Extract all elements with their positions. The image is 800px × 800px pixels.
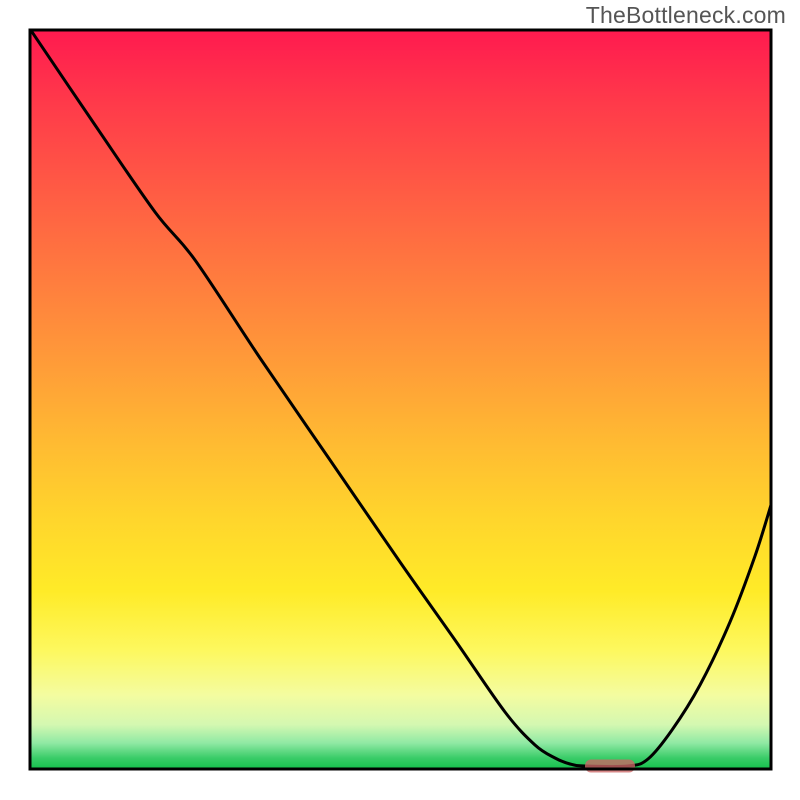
plot-area: [30, 29, 771, 773]
chart-wrapper: TheBottleneck.com: [0, 0, 800, 800]
bottleneck-chart: [0, 0, 800, 800]
sweet-spot-marker: [585, 760, 635, 773]
gradient-background: [30, 30, 771, 769]
